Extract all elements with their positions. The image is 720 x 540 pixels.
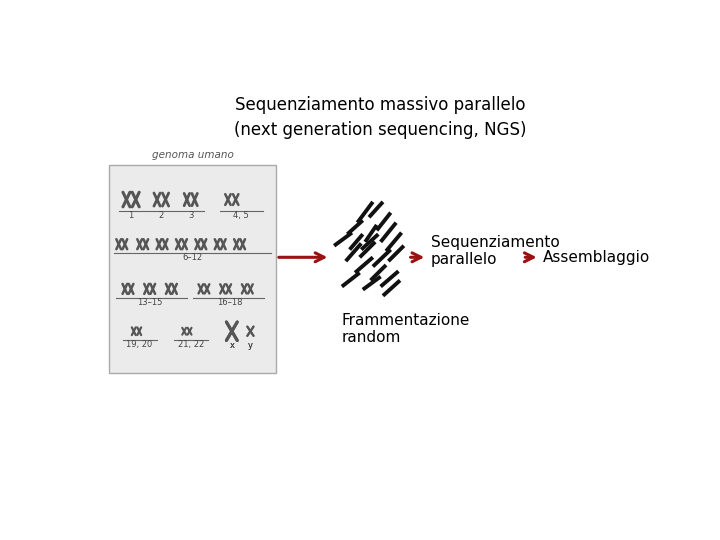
Text: y: y	[248, 341, 253, 350]
Text: genoma umano: genoma umano	[152, 150, 233, 160]
Text: Frammentazione
random: Frammentazione random	[342, 313, 470, 345]
Text: Sequenziamento
parallelo: Sequenziamento parallelo	[431, 235, 559, 267]
Text: 6–12: 6–12	[183, 253, 203, 262]
FancyBboxPatch shape	[222, 316, 261, 345]
Text: 4, 5: 4, 5	[233, 211, 249, 220]
Text: 21, 22: 21, 22	[178, 340, 204, 349]
Text: 2: 2	[158, 211, 164, 220]
Text: Assemblaggio: Assemblaggio	[543, 250, 650, 265]
Text: 3: 3	[188, 211, 194, 220]
Text: x: x	[230, 341, 234, 350]
Text: 1: 1	[128, 211, 134, 220]
Text: y: y	[248, 341, 253, 350]
Text: Sequenziamento massivo parallelo
(next generation sequencing, NGS): Sequenziamento massivo parallelo (next g…	[235, 96, 527, 139]
Text: 16–18: 16–18	[217, 298, 242, 307]
FancyBboxPatch shape	[109, 165, 276, 373]
Text: 19, 20: 19, 20	[126, 340, 152, 349]
Text: x: x	[230, 341, 234, 350]
Text: 13–15: 13–15	[137, 298, 163, 307]
